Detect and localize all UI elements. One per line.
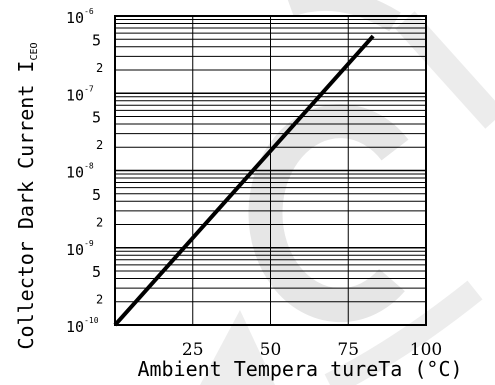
x-tick-labels: 25 50 75 100	[182, 340, 442, 360]
series-line	[113, 34, 375, 327]
y-tick-label: 10-7	[66, 84, 94, 104]
y-minor-tick-label: 2	[96, 215, 103, 229]
y-axis-label: Collector Dark Current ICEO	[14, 42, 40, 349]
y-tick-labels: 10-10 10-9 10-8 10-7 10-6 2 5 2 5 2 5 2 5	[66, 7, 103, 336]
watermark-ring	[248, 104, 409, 323]
y-minor-tick-label: 5	[92, 263, 101, 281]
x-tick-label: 100	[410, 340, 442, 360]
y-minor-tick-label: 2	[96, 138, 103, 152]
y-minor-tick-label: 2	[96, 61, 103, 75]
x-tick-label: 75	[337, 340, 359, 360]
grid-lines	[115, 16, 426, 326]
y-tick-label: 10-10	[66, 316, 99, 336]
y-minor-tick-label: 5	[92, 31, 101, 49]
y-minor-tick-label: 2	[96, 293, 103, 307]
y-tick-label: 10-8	[66, 162, 94, 182]
y-tick-label: 10-6	[66, 7, 94, 27]
y-minor-tick-label: 5	[92, 186, 101, 204]
y-minor-tick-label: 5	[92, 109, 101, 127]
watermark-lower-arc	[324, 280, 483, 385]
watermark-arc-top	[287, 0, 401, 32]
x-axis-label: Ambient Tempera tureTa (°C)	[137, 357, 462, 381]
watermark-wedge	[200, 310, 275, 385]
plot-area	[113, 15, 427, 327]
x-tick-label: 25	[182, 340, 204, 360]
y-axis-label-subscript: CEO	[29, 42, 40, 60]
x-tick-label: 50	[260, 340, 282, 360]
watermark	[200, 0, 495, 385]
y-tick-label: 10-9	[66, 239, 94, 259]
series-layer	[113, 34, 375, 327]
watermark-sweep	[395, 11, 495, 129]
y-axis-label-group: Collector Dark Current ICEO	[14, 42, 40, 349]
